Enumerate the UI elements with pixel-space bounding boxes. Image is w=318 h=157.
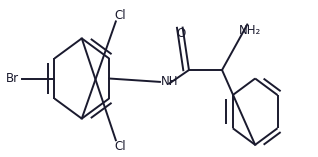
Text: Cl: Cl [115,9,126,22]
Text: O: O [176,27,186,40]
Text: Cl: Cl [115,140,126,153]
Text: Br: Br [6,72,19,85]
Text: NH: NH [161,75,178,88]
Text: NH₂: NH₂ [239,24,261,37]
